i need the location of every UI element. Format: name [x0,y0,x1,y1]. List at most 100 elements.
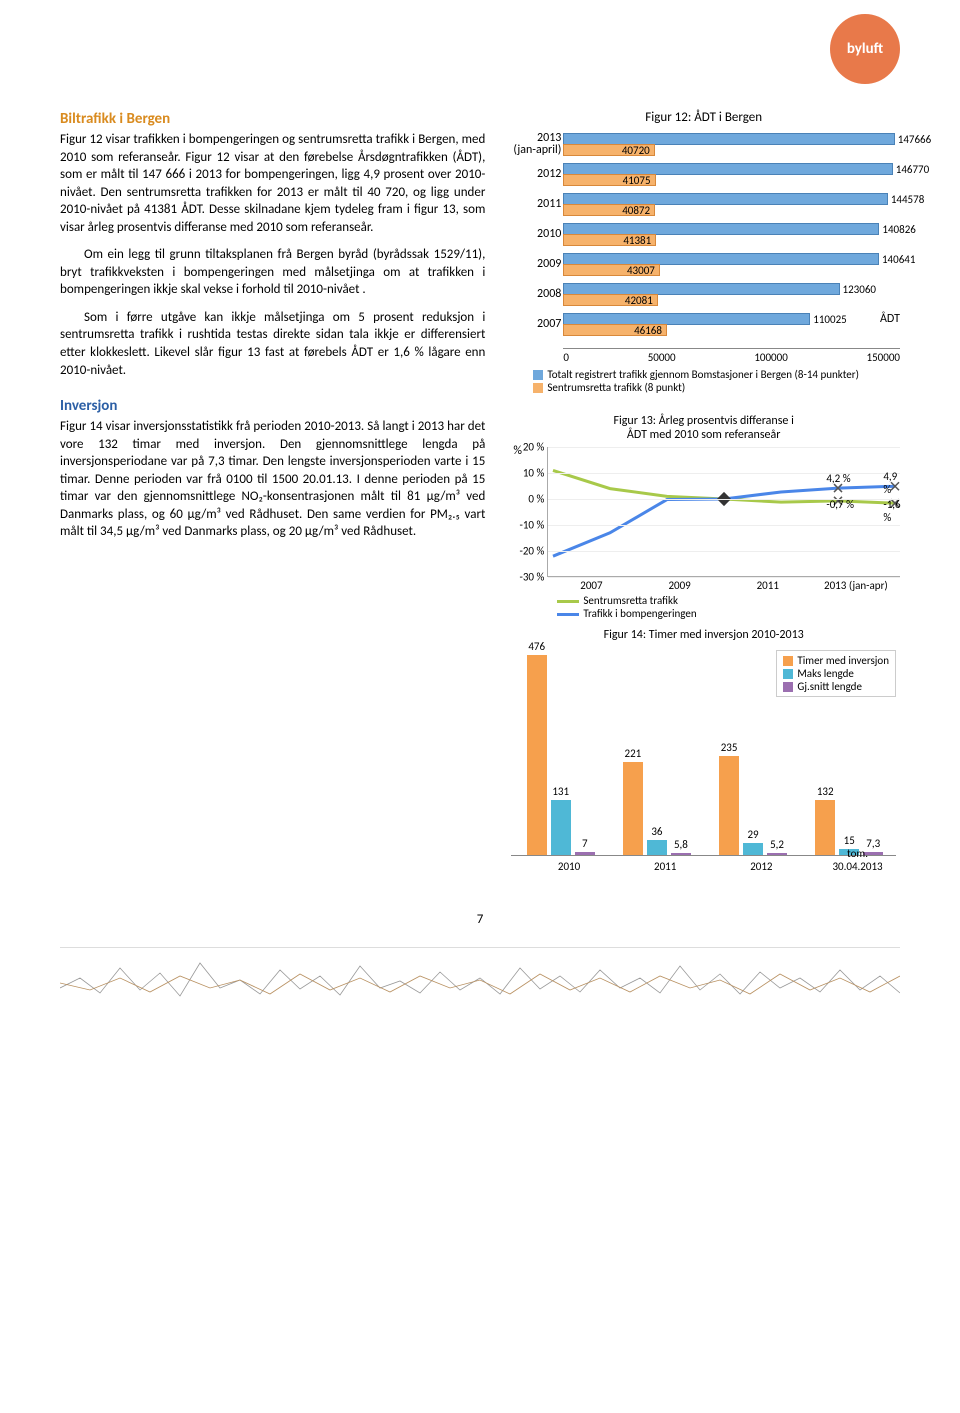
fig12-row: 201014082641381 [563,219,900,249]
bar-total-value: 123060 [839,283,876,296]
fig12-row: 200914064143007 [563,249,900,279]
fig14-bar-value: 131 [546,785,576,798]
paragraph-1: Figur 12 visar trafikken i bompengeringe… [60,131,485,236]
legend-line-sentrum [557,600,579,603]
bar-sentrum: 40720 [563,144,654,156]
bar-sentrum: 41381 [563,234,656,246]
bar-sentrum: 40872 [563,204,655,216]
fig13-xtick: 2007 [547,579,635,592]
fig12-ylabel: 2009 [507,258,561,270]
fig13-annotation: 4,2 % [826,472,850,485]
fig14-bar-value: 476 [522,640,552,653]
bar-sentrum-value: 41075 [623,174,651,187]
fig14-bar-value: 221 [618,747,648,760]
fig14-xlabel: 2011 [623,860,708,873]
bar-total-value: 110025 [809,313,846,326]
legend-line-bompenge [557,613,579,616]
footer-svg [60,948,900,1007]
figure-13: Figur 13: Årleg prosentvis differanse iÅ… [507,414,900,614]
fig14-bar-value: 5,2 [762,838,792,851]
figure-13-plot: 20 %10 %0 %-10 %-20 %-30 %4,2 %4,9 %-0,7… [547,447,900,577]
fig13-annotation: 4,9 % [883,470,900,496]
right-column: Figur 12: ÅDT i Bergen 2013(jan-april)14… [507,110,900,876]
figure-12-title: Figur 12: ÅDT i Bergen [507,110,900,125]
fig13-xtick: 2009 [636,579,724,592]
fig12-ylabel: 2010 [507,228,561,240]
bar-sentrum-value: 40872 [622,204,650,217]
fig14-bar: 221 [623,762,643,855]
bar-sentrum: 46168 [563,324,667,336]
fig14-bar-value: 36 [642,825,672,838]
fig14-bar: 5,8 [671,853,691,855]
legend-label-sentrum: Sentrumsretta trafikk (8 punkt) [547,381,685,394]
figure-12-plot: 2013(jan-april)1476664072020121467704107… [563,129,900,349]
fig14-bar: 36 [647,840,667,855]
fig13-ytick: 0 % [508,492,544,505]
fig14-xlabel: 2010 [527,860,612,873]
figure-12-adt-label: ÅDT [880,312,900,326]
fig14-bar-value: 235 [714,741,744,754]
bar-sentrum-value: 42081 [625,294,653,307]
figure-14-title: Figur 14: Timer med inversjon 2010-2013 [507,628,900,642]
legend-swatch-sentrum [533,383,543,393]
figure-14-area: Timer med inversjon Maks lengde Gj.snitt… [507,646,900,876]
bar-sentrum: 43007 [563,264,660,276]
legend-label-sentrum-13: Sentrumsretta trafikk [583,594,678,607]
fig14-bar-value: 5,8 [666,838,696,851]
page-number: 7 [60,912,900,927]
legend-label-bompenge-13: Trafikk i bompengeringen [583,607,696,620]
fig13-ytick: -10 % [508,518,544,531]
fig12-row: 2013(jan-april)14766640720 [563,129,900,159]
fig14-xlabel: 2012 [719,860,804,873]
section-title-biltrafikk: Biltrafikk i Bergen [60,110,485,128]
fig14-bar: 235 [719,756,739,855]
legend-label-total: Totalt registrert trafikk gjennom Bomsta… [547,368,859,381]
bar-sentrum-value: 40720 [622,144,650,157]
fig13-ytick: -30 % [508,570,544,583]
paragraph-2: Om ein legg til grunn tiltaksplanen frå … [60,246,485,299]
fig12-row: 200711002546168 [563,309,900,339]
bar-sentrum: 42081 [563,294,657,306]
figure-13-title: Figur 13: Årleg prosentvis differanse iÅ… [507,414,900,443]
fig14-bar: 131 [551,800,571,855]
section-title-inversjon: Inversjon [60,397,485,415]
fig13-xtick: 2011 [724,579,812,592]
fig13-annotation: -1,6 % [883,498,900,524]
figure-13-legend: Sentrumsretta trafikk Trafikk i bompenge… [557,594,900,620]
paragraph-3: Som i førre utgåve kan ikkje målsetjinga… [60,309,485,379]
fig14-bar: 7 [575,852,595,855]
bar-sentrum-value: 41381 [623,234,651,247]
figure-12-xaxis: 0 50000 100000 150000 [563,349,900,364]
bar-sentrum-value: 43007 [627,264,655,277]
fig14-bar: 476 [527,655,547,855]
paragraph-4: Figur 14 visar inversjonsstatistikk frå … [60,418,485,541]
fig13-ytick: 10 % [508,466,544,479]
legend-swatch-total [533,370,543,380]
figure-14-plot: 47613172010221365,82011235295,2201213215… [511,646,896,856]
fig13-annotation: -0,7 % [826,498,854,511]
figure-12-legend: Totalt registrert trafikk gjennom Bomsta… [533,368,900,394]
fig13-ytick: -20 % [508,544,544,557]
figure-14: Figur 14: Timer med inversjon 2010-2013 … [507,628,900,876]
left-column: Biltrafikk i Bergen Figur 12 visar trafi… [60,110,485,876]
fig13-ytick: 20 % [508,440,544,453]
fig12-xtick: 0 [563,351,569,364]
fig14-bar: 5,2 [767,853,787,855]
fig12-ylabel: 2013(jan-april) [507,132,561,156]
figure-13-xaxis: 2007200920112013 (jan-apr) [547,577,900,592]
bar-total-value: 144578 [887,193,924,206]
bar-total-value: 140641 [878,253,915,266]
fig14-bar: 29 [743,843,763,855]
bar-total-value: 146770 [892,163,929,176]
two-column-layout: Biltrafikk i Bergen Figur 12 visar trafi… [60,110,900,876]
fig12-xtick: 50000 [648,351,676,364]
fig12-row: 201114457840872 [563,189,900,219]
bar-total-value: 147666 [894,133,931,146]
fig14-xlabel: tom.30.04.2013 [815,847,900,873]
fig12-xtick: 100000 [754,351,787,364]
logo-text: byluft [847,40,883,58]
bar-total-value: 140826 [878,223,915,236]
fig12-ylabel: 2012 [507,168,561,180]
fig12-xtick: 150000 [867,351,900,364]
fig14-bar-value: 132 [810,785,840,798]
